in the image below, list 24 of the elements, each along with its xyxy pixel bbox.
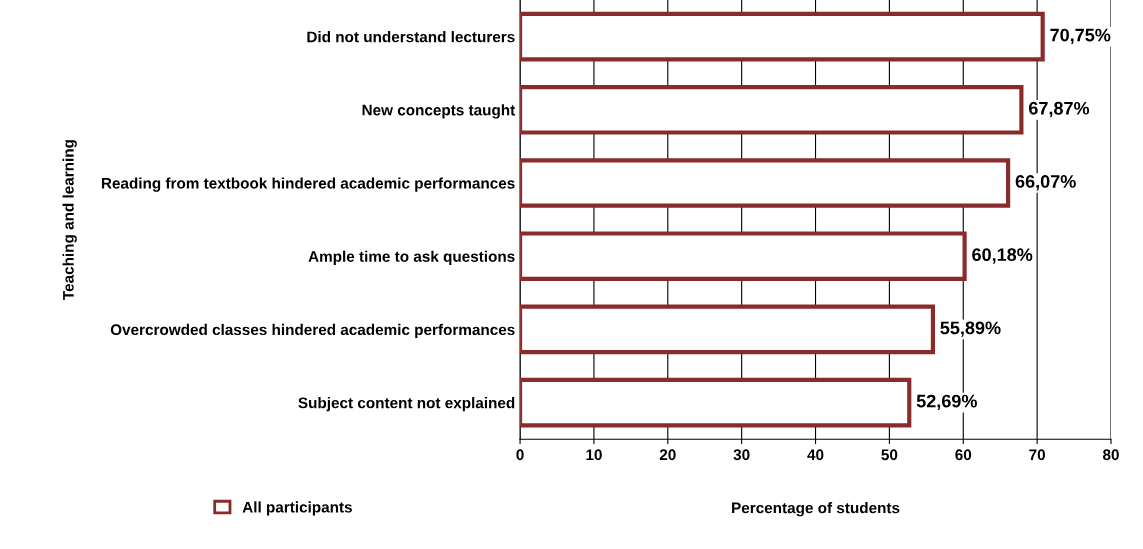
x-tick-label: 70 (1029, 449, 1045, 461)
y-tick-label: Ample time to ask questions (308, 250, 515, 265)
y-tick-label: Did not understand lecturers (307, 31, 515, 43)
y-axis-title: Teaching and learning (62, 140, 77, 300)
x-tick-label: 0 (516, 449, 524, 461)
data-label: 70,75% (1050, 28, 1111, 45)
x-tick-label: 80 (1102, 449, 1119, 461)
x-tick-label: 60 (955, 449, 972, 461)
x-axis-title: Percentage of students (732, 502, 900, 517)
data-label: 67,87% (1029, 101, 1090, 118)
data-label: 52,69% (916, 394, 977, 411)
data-label: 66,07% (1015, 175, 1076, 191)
y-tick-label: Subject content not explained (298, 397, 515, 412)
x-tick-label: 30 (733, 449, 750, 461)
x-tick-label: 20 (659, 449, 676, 461)
legend-label: All participants (242, 501, 352, 516)
data-label: 55,89% (940, 321, 1001, 337)
x-tick-label: 50 (881, 449, 898, 461)
y-tick-label: Reading from textbook hindered academic performances (101, 177, 515, 192)
data-label: 60,18% (972, 248, 1033, 264)
x-tick-label: 10 (586, 449, 602, 461)
y-tick-label: New concepts taught (362, 104, 516, 119)
y-tick-label: Overcrowded classes hindered academic performances (110, 323, 515, 339)
x-tick-label: 40 (807, 449, 824, 461)
